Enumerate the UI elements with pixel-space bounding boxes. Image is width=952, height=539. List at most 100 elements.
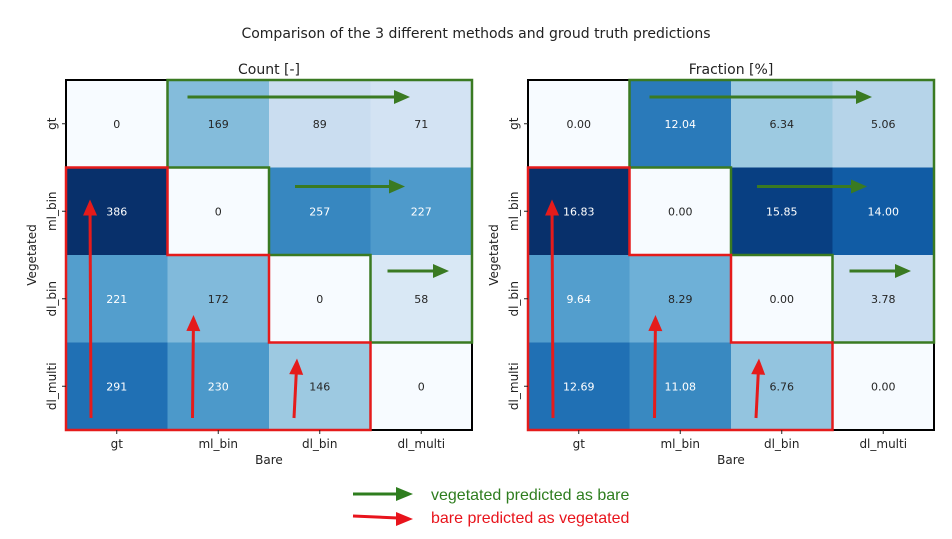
heatmap-label-r0-c3: 5.06 bbox=[871, 118, 896, 131]
green-arrow-row1-head bbox=[389, 179, 405, 194]
red-arrow-col0-line bbox=[550, 215, 555, 419]
heatmap-cell-r3-c3 bbox=[832, 342, 935, 431]
lower-triangle-outline bbox=[64, 166, 372, 432]
heatmap-label-r2-c1: 172 bbox=[208, 293, 229, 306]
green-arrow-row0-head bbox=[856, 90, 872, 104]
red-arrow-col1-line bbox=[191, 330, 195, 419]
heatmap-cell-r3-c0 bbox=[528, 342, 630, 431]
heatmap-cell-r0-c0 bbox=[66, 80, 168, 168]
red-arrow-col1-head bbox=[186, 315, 201, 332]
heatmap-cell-r2-c0 bbox=[66, 255, 168, 343]
heatmap-label-r1-c0: 386 bbox=[106, 205, 127, 218]
y-tick-label: dl_bin bbox=[507, 281, 521, 317]
heatmap-title: Fraction [%] bbox=[689, 62, 774, 78]
legend-item-bare-as-vegetated: bare predicted as vegetated bbox=[352, 510, 629, 527]
heatmap-count: Count [-] 0 169 89 71 386 0 257 227 221 172 0 58 291 2… bbox=[25, 62, 474, 467]
legend-red-arrow-line bbox=[352, 514, 399, 520]
legend: vegetated predicted as bare bare predict… bbox=[352, 487, 629, 527]
heatmap-label-r1-c2: 15.85 bbox=[766, 205, 798, 218]
heatmap-cell-r3-c1 bbox=[629, 342, 732, 431]
heatmap-cell-r1-c0 bbox=[66, 167, 168, 256]
heatmap-cell-r3-c1 bbox=[167, 342, 270, 431]
legend-red-arrow-head bbox=[396, 512, 413, 526]
heatmap-label-r0-c2: 6.34 bbox=[770, 118, 795, 131]
y-tick-label: gt bbox=[507, 117, 521, 130]
heatmap-fraction: Fraction [%] 0.00 12.04 6.34 5.06 16.83 0.00 15… bbox=[487, 62, 936, 467]
heatmap-label-r3-c1: 11.08 bbox=[665, 380, 697, 393]
red-arrow-col2-line bbox=[754, 374, 760, 419]
heatmap-label-r0-c0: 0.00 bbox=[567, 118, 592, 131]
x-tick-label: ml_bin bbox=[198, 437, 238, 451]
x-tick-label: dl_multi bbox=[397, 437, 445, 451]
heatmap-label-r1-c2: 257 bbox=[309, 205, 330, 218]
heatmap-label-r2-c2: 0.00 bbox=[770, 293, 795, 306]
x-tick-label: gt bbox=[573, 437, 586, 451]
heatmap-label-r2-c0: 221 bbox=[106, 293, 127, 306]
heatmap-cell-r2-c1 bbox=[629, 255, 732, 343]
heatmap-label-r0-c0: 0 bbox=[113, 118, 120, 131]
heatmap-cell-r0-c3 bbox=[370, 80, 473, 168]
heatmap-cell-r2-c2 bbox=[269, 255, 371, 343]
red-arrow-col1-head bbox=[648, 315, 663, 332]
y-tick-label: ml_bin bbox=[507, 191, 521, 231]
heatmap-label-r2-c2: 0 bbox=[316, 293, 323, 306]
heatmap-label-r0-c1: 169 bbox=[208, 118, 229, 131]
legend-label-bare-as-vegetated: bare predicted as vegetated bbox=[431, 510, 629, 527]
x-tick-label: dl_bin bbox=[764, 437, 800, 451]
heatmap-label-r3-c3: 0 bbox=[418, 380, 425, 393]
heatmap-label-r1-c1: 0.00 bbox=[668, 205, 693, 218]
heatmap-cell-r2-c2 bbox=[731, 255, 833, 343]
red-arrow-col0-line bbox=[88, 215, 93, 419]
heatmap-label-r2-c0: 9.64 bbox=[567, 293, 592, 306]
heatmap-cell-r0-c1 bbox=[629, 80, 732, 168]
heatmap-label-r3-c2: 146 bbox=[309, 380, 330, 393]
heatmap-cell-r1-c2 bbox=[731, 167, 833, 256]
y-tick-label: dl_bin bbox=[45, 281, 59, 317]
heatmap-label-r0-c1: 12.04 bbox=[665, 118, 697, 131]
figure-title: Comparison of the 3 different methods an… bbox=[241, 26, 710, 42]
heatmap-cell-r1-c2 bbox=[269, 167, 371, 256]
red-arrow-col2-head bbox=[751, 358, 766, 375]
heatmap-cell-r1-c1 bbox=[629, 167, 732, 256]
legend-label-vegetated-as-bare: vegetated predicted as bare bbox=[431, 487, 629, 504]
heatmap-label-r1-c1: 0 bbox=[215, 205, 222, 218]
heatmap-cell-r3-c3 bbox=[370, 342, 473, 431]
heatmap-label-r0-c2: 89 bbox=[313, 118, 327, 131]
green-arrow-row0-head bbox=[394, 90, 410, 104]
heatmap-cell-r1-c3 bbox=[832, 167, 935, 256]
y-tick-label: dl_multi bbox=[507, 362, 521, 410]
x-tick-label: dl_bin bbox=[302, 437, 338, 451]
red-arrow-col2-head bbox=[289, 358, 304, 375]
green-arrow-row2-head bbox=[433, 264, 449, 278]
x-tick-label: ml_bin bbox=[660, 437, 700, 451]
heatmap-label-r0-c3: 71 bbox=[414, 118, 428, 131]
y-tick-label: dl_multi bbox=[45, 362, 59, 410]
heatmap-cell-r2-c1 bbox=[167, 255, 270, 343]
red-arrow-col0-head bbox=[545, 199, 560, 216]
heatmap-cell-r0-c3 bbox=[832, 80, 935, 168]
heatmap-label-r2-c3: 58 bbox=[414, 293, 428, 306]
upper-triangle-outline bbox=[166, 78, 474, 344]
x-tick-label: gt bbox=[111, 437, 124, 451]
heatmap-cell-r3-c2 bbox=[269, 342, 371, 431]
heatmap-cell-r0-c0 bbox=[528, 80, 630, 168]
heatmap-title: Count [-] bbox=[238, 62, 300, 78]
heatmap-label-r2-c1: 8.29 bbox=[668, 293, 693, 306]
x-axis-label: Bare bbox=[255, 453, 283, 467]
heatmap-label-r3-c2: 6.76 bbox=[770, 380, 795, 393]
y-tick-label: ml_bin bbox=[45, 191, 59, 231]
heatmap-cell-r0-c2 bbox=[269, 80, 371, 168]
heatmap-cell-r0-c2 bbox=[731, 80, 833, 168]
lower-triangle-outline bbox=[526, 166, 834, 432]
heatmap-label-r1-c3: 14.00 bbox=[868, 205, 900, 218]
x-tick-label: dl_multi bbox=[859, 437, 907, 451]
heatmap-cell-r2-c0 bbox=[528, 255, 630, 343]
legend-item-vegetated-as-bare: vegetated predicted as bare bbox=[353, 487, 629, 504]
heatmap-label-r3-c3: 0.00 bbox=[871, 380, 896, 393]
green-arrow-row1-head bbox=[851, 179, 867, 194]
y-tick-label: gt bbox=[45, 117, 59, 130]
heatmap-cell-r3-c0 bbox=[66, 342, 168, 431]
red-arrow-col2-line bbox=[292, 374, 298, 419]
heatmap-cell-r3-c2 bbox=[731, 342, 833, 431]
